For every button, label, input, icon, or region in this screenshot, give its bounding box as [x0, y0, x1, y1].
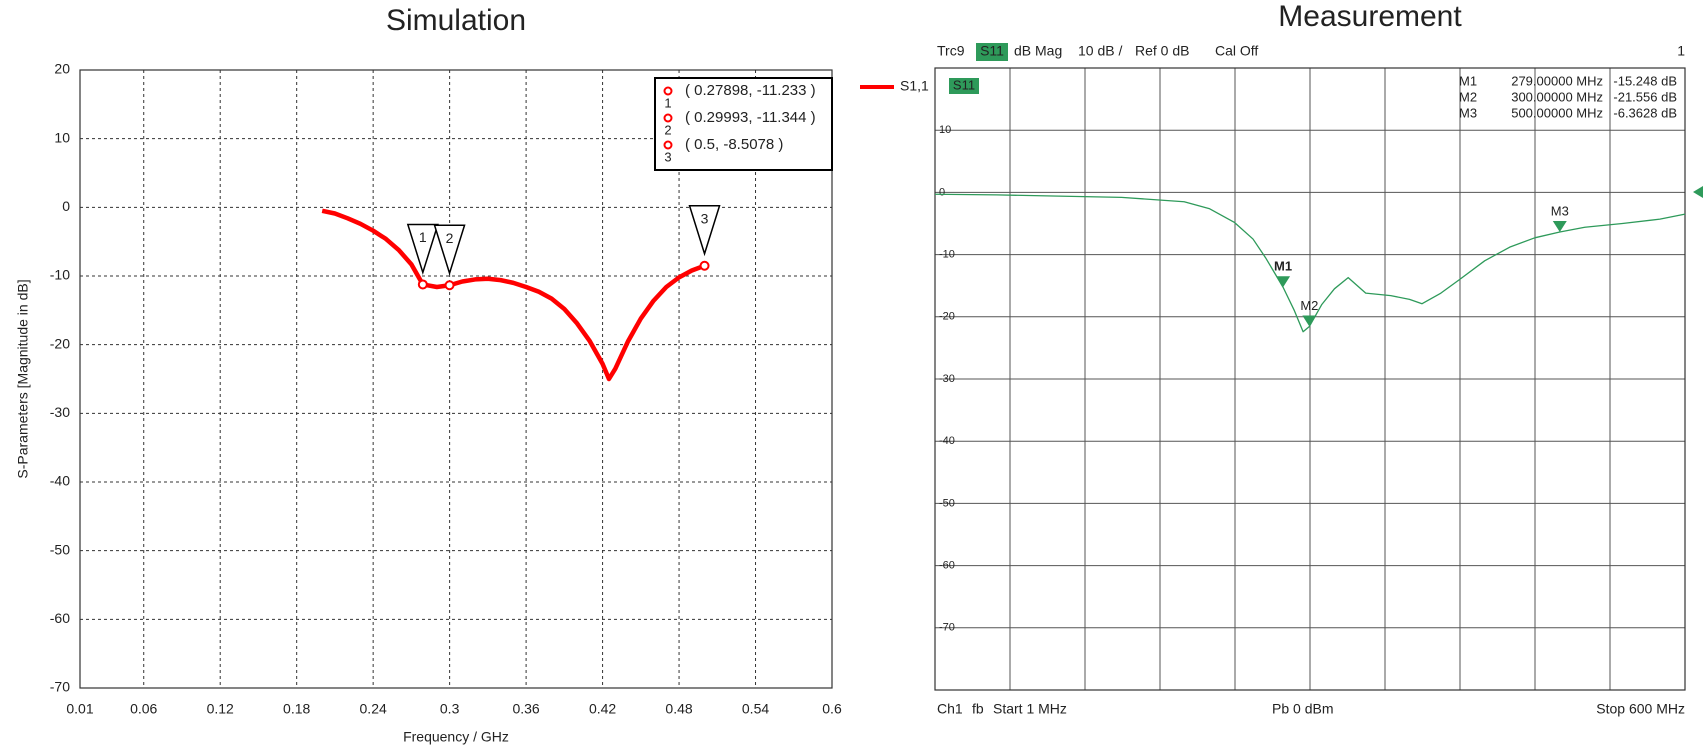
marker-flag: [406, 223, 439, 275]
chart-title: Simulation: [386, 4, 526, 37]
x-tick-label: 0.48: [665, 701, 692, 717]
marker-point: [417, 279, 428, 290]
y-tick-label: 0: [62, 198, 70, 214]
marker-table-value: ( 0.29993, -11.344 ): [685, 109, 816, 126]
y-tick-label: -30: [939, 373, 955, 385]
x-tick-label: 0.6: [822, 701, 842, 717]
marker-readout-x: 500.00000 MHz: [1511, 105, 1603, 120]
y-tick-label: -10: [939, 249, 955, 261]
marker-table-value: ( 0.5, -8.5078 ): [685, 136, 783, 153]
header-scale: 10 dB /: [1078, 43, 1122, 59]
marker-table-icon: [663, 113, 673, 123]
marker-readout-x: 279.00000 MHz: [1511, 73, 1603, 88]
marker-table: [654, 77, 833, 171]
y-tick-label: -50: [939, 497, 955, 509]
y-tick-label: -20: [939, 311, 955, 323]
marker-table-name: 2: [664, 122, 671, 137]
x-tick-label: 0.24: [360, 701, 387, 717]
marker-name: 2: [446, 230, 454, 246]
marker-triangle: [1276, 276, 1291, 288]
marker-name: 3: [701, 210, 709, 226]
x-tick-label: 0.01: [66, 701, 93, 717]
y-tick-label: -10: [50, 267, 70, 283]
x-tick-label: 0.54: [742, 701, 769, 717]
footer-stop: Stop 600 MHz: [1596, 701, 1685, 717]
marker-point: [699, 260, 710, 271]
marker-table-name: 1: [664, 95, 671, 110]
marker-triangle: [1302, 315, 1317, 327]
header-format: dB Mag: [1014, 43, 1062, 59]
marker-name: M1: [1274, 259, 1292, 274]
trace-badge-label: S11: [953, 77, 975, 92]
y-tick-label: 20: [54, 61, 70, 77]
plot-frame: [79, 69, 833, 689]
footer-start: Start 1 MHz: [993, 701, 1067, 717]
y-tick-label: 10: [939, 124, 951, 136]
marker-readout-y: -6.3628 dB: [1613, 105, 1677, 120]
y-tick-label: -40: [939, 435, 955, 447]
y-tick-label: 0: [939, 186, 945, 198]
x-tick-label: 0.06: [130, 701, 157, 717]
y-tick-label: -50: [50, 541, 70, 557]
header-trace: Trc9: [937, 43, 965, 59]
y-tick-label: -40: [50, 473, 70, 489]
x-tick-label: 0.36: [512, 701, 539, 717]
header-channel-index: 1: [1677, 43, 1685, 59]
series-line: [321, 208, 706, 382]
x-tick-label: 0.18: [283, 701, 310, 717]
footer-channel: Ch1: [937, 701, 963, 717]
marker-readout-y: -21.556 dB: [1613, 89, 1677, 104]
y-axis-label: S-Parameters [Magnitude in dB]: [15, 279, 31, 478]
x-tick-label: 0.3: [440, 701, 460, 717]
chart-title: Measurement: [1278, 0, 1462, 33]
marker-table-value: ( 0.27898, -11.233 ): [685, 82, 816, 99]
marker-point: [444, 280, 455, 291]
marker-table-name: 3: [664, 149, 671, 164]
marker-readout-name: M1: [1459, 73, 1477, 88]
marker-triangle: [1552, 220, 1567, 232]
x-tick-label: 0.12: [207, 701, 234, 717]
marker-name: M2: [1300, 298, 1318, 313]
marker-name: M3: [1551, 203, 1569, 218]
footer-mode: fb: [972, 701, 984, 717]
y-tick-label: -60: [50, 610, 70, 626]
header-param-bg: [976, 43, 1008, 61]
marker-readout-x: 300.00000 MHz: [1511, 89, 1603, 104]
y-tick-label: 10: [54, 129, 70, 145]
marker-readout-name: M3: [1459, 105, 1477, 120]
legend-label: S1,1: [900, 78, 929, 94]
trace-badge: [949, 78, 979, 94]
marker-name: 1: [419, 229, 427, 245]
reference-marker: [1693, 186, 1703, 198]
footer-power: Pb 0 dBm: [1272, 701, 1333, 717]
marker-flag: [688, 205, 721, 257]
x-axis-label: Frequency / GHz: [403, 729, 509, 745]
header-cal: Cal Off: [1215, 43, 1258, 59]
plot-frame: [934, 67, 1686, 691]
y-tick-label: -30: [50, 404, 70, 420]
y-tick-label: -60: [939, 560, 955, 572]
header-param: S11: [980, 43, 1004, 59]
y-tick-label: -70: [50, 679, 70, 695]
marker-flag: [433, 224, 466, 276]
marker-table-icon: [663, 140, 673, 150]
marker-readout-name: M2: [1459, 89, 1477, 104]
y-tick-label: -20: [50, 335, 70, 351]
series-line: [934, 193, 1686, 333]
y-tick-label: -70: [939, 622, 955, 634]
x-tick-label: 0.42: [589, 701, 616, 717]
marker-table-icon: [663, 86, 673, 96]
marker-readout-y: -15.248 dB: [1613, 73, 1677, 88]
header-ref: Ref 0 dB: [1135, 43, 1189, 59]
